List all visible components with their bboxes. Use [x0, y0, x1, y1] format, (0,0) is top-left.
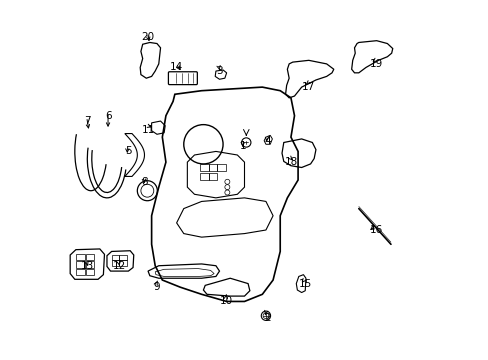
Text: 9: 9: [153, 282, 160, 292]
Text: 8: 8: [141, 177, 147, 187]
Text: 2: 2: [264, 312, 270, 323]
Bar: [76, 253, 85, 260]
Text: 4: 4: [264, 136, 270, 146]
Bar: [200, 173, 208, 180]
Text: 16: 16: [369, 225, 383, 235]
Bar: [208, 173, 217, 180]
Text: 5: 5: [125, 147, 131, 157]
Text: 6: 6: [105, 111, 112, 121]
Text: 1: 1: [239, 141, 245, 151]
Bar: [208, 164, 217, 171]
Bar: [85, 253, 94, 260]
Text: 17: 17: [302, 82, 315, 92]
Text: 18: 18: [284, 157, 297, 167]
Bar: [76, 261, 85, 267]
Text: 3: 3: [216, 66, 223, 76]
Text: 13: 13: [81, 261, 94, 271]
Bar: [119, 255, 126, 260]
Bar: [112, 260, 119, 266]
Text: 20: 20: [141, 32, 154, 42]
Bar: [217, 164, 225, 171]
Bar: [112, 255, 119, 260]
Text: 19: 19: [369, 59, 383, 69]
Text: 15: 15: [298, 279, 311, 289]
Bar: [85, 269, 94, 275]
Text: 12: 12: [113, 261, 126, 271]
Text: 11: 11: [141, 125, 154, 135]
Bar: [85, 261, 94, 267]
Bar: [200, 164, 208, 171]
Bar: [76, 269, 85, 275]
Text: 7: 7: [84, 116, 90, 126]
Text: 14: 14: [170, 63, 183, 72]
Bar: [119, 260, 126, 266]
Text: 10: 10: [220, 296, 233, 306]
